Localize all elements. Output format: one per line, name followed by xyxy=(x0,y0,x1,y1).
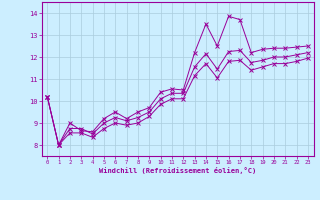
X-axis label: Windchill (Refroidissement éolien,°C): Windchill (Refroidissement éolien,°C) xyxy=(99,167,256,174)
